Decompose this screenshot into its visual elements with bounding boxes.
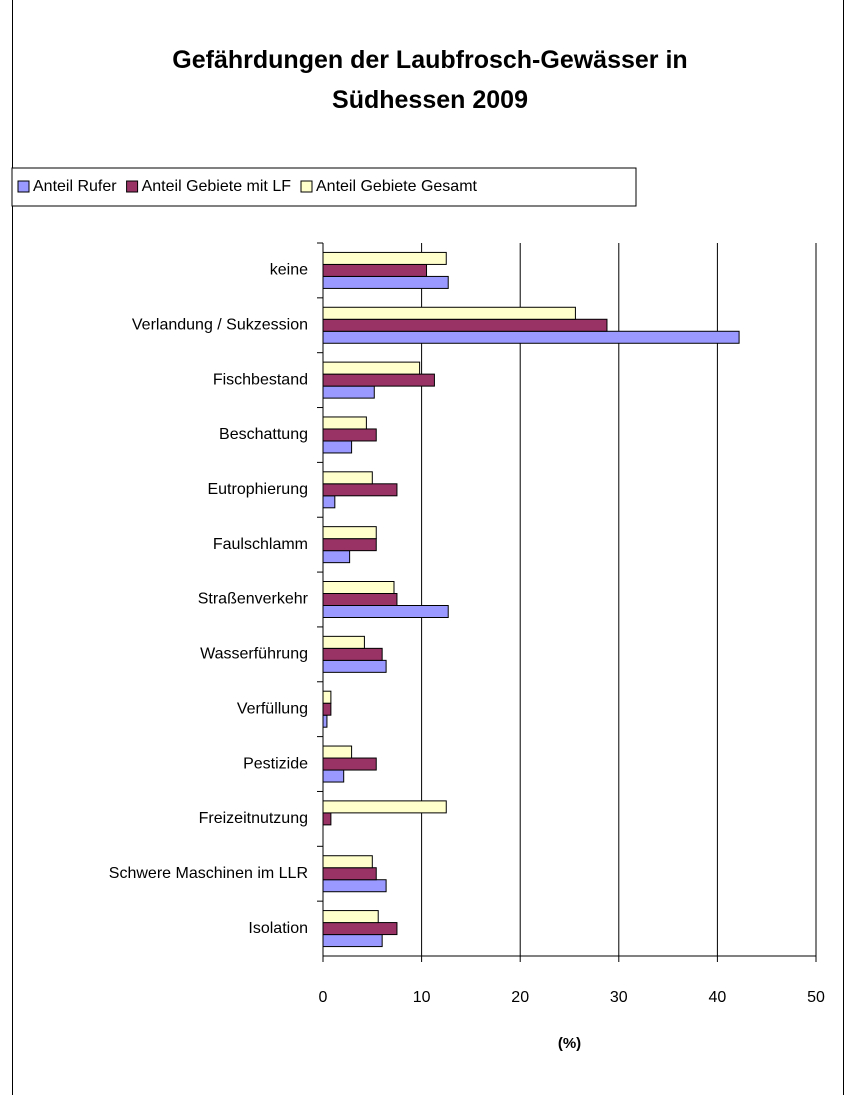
chart-title: Gefährdungen der Laubfrosch-Gewässer in … <box>172 46 688 114</box>
bar <box>322 702 332 716</box>
y-tick-label: Straßenverkehr <box>198 591 309 608</box>
bar <box>322 910 379 924</box>
y-tick-label: Verlandung / Sukzession <box>132 316 308 333</box>
y-tick-label: Beschattung <box>219 426 308 443</box>
bar <box>322 385 375 399</box>
bar <box>322 471 373 485</box>
bar <box>322 306 576 320</box>
y-tick-label: Eutrophierung <box>207 481 308 498</box>
bar <box>322 416 367 430</box>
bar <box>322 275 449 289</box>
y-tick-label: Faulschlamm <box>213 536 308 553</box>
y-tick-label: Schwere Maschinen im LLR <box>109 865 308 882</box>
legend-label: Anteil Gebiete Gesamt <box>316 178 478 195</box>
x-tick-label: 50 <box>807 989 825 1006</box>
bar <box>322 581 395 594</box>
legend-swatch <box>17 180 30 193</box>
legend-box <box>11 167 637 207</box>
bar <box>322 550 351 564</box>
y-tick-label: Pestizide <box>243 755 308 772</box>
y-tick-label: keine <box>270 262 308 279</box>
x-tick-label: 20 <box>511 989 529 1006</box>
x-tick-label: 10 <box>413 989 431 1006</box>
bar <box>322 855 373 869</box>
bar <box>322 428 377 442</box>
bar <box>322 690 332 704</box>
bar <box>322 495 336 509</box>
bar <box>322 659 387 673</box>
bar <box>322 922 398 936</box>
bar <box>322 483 398 497</box>
bar <box>322 593 398 606</box>
legend-swatch <box>300 180 313 193</box>
chart-frame <box>12 0 844 1095</box>
bar <box>322 879 387 893</box>
bar <box>322 635 365 649</box>
legend-label: Anteil Rufer <box>33 178 117 195</box>
y-tick-label: Verfüllung <box>237 700 308 717</box>
x-tick-label: 0 <box>319 989 328 1006</box>
bar <box>322 361 421 375</box>
bar <box>322 867 377 881</box>
bar <box>322 769 345 783</box>
bar <box>322 440 353 454</box>
bar <box>322 373 435 387</box>
bar <box>322 538 377 552</box>
bar <box>322 745 353 759</box>
x-tick-label: 30 <box>610 989 628 1006</box>
bar <box>322 251 447 265</box>
y-tick-label: Isolation <box>248 920 308 937</box>
y-tick-label: Freizeitnutzung <box>199 810 308 827</box>
bar <box>322 812 332 826</box>
bar <box>322 934 383 948</box>
bar <box>322 318 608 332</box>
bar <box>322 605 449 618</box>
legend-label: Anteil Gebiete mit LF <box>142 178 292 195</box>
x-tick-label: 40 <box>709 989 727 1006</box>
y-tick-label: Fischbestand <box>213 371 308 388</box>
bar <box>322 330 740 344</box>
bar <box>322 263 428 277</box>
bar <box>322 757 377 771</box>
bar <box>322 800 447 814</box>
x-axis-label: (%) <box>558 1035 581 1052</box>
bar <box>322 714 328 728</box>
y-tick-label: Wasserführung <box>200 646 308 663</box>
bar <box>322 526 377 540</box>
legend-swatch <box>126 180 139 193</box>
bar <box>322 647 383 661</box>
